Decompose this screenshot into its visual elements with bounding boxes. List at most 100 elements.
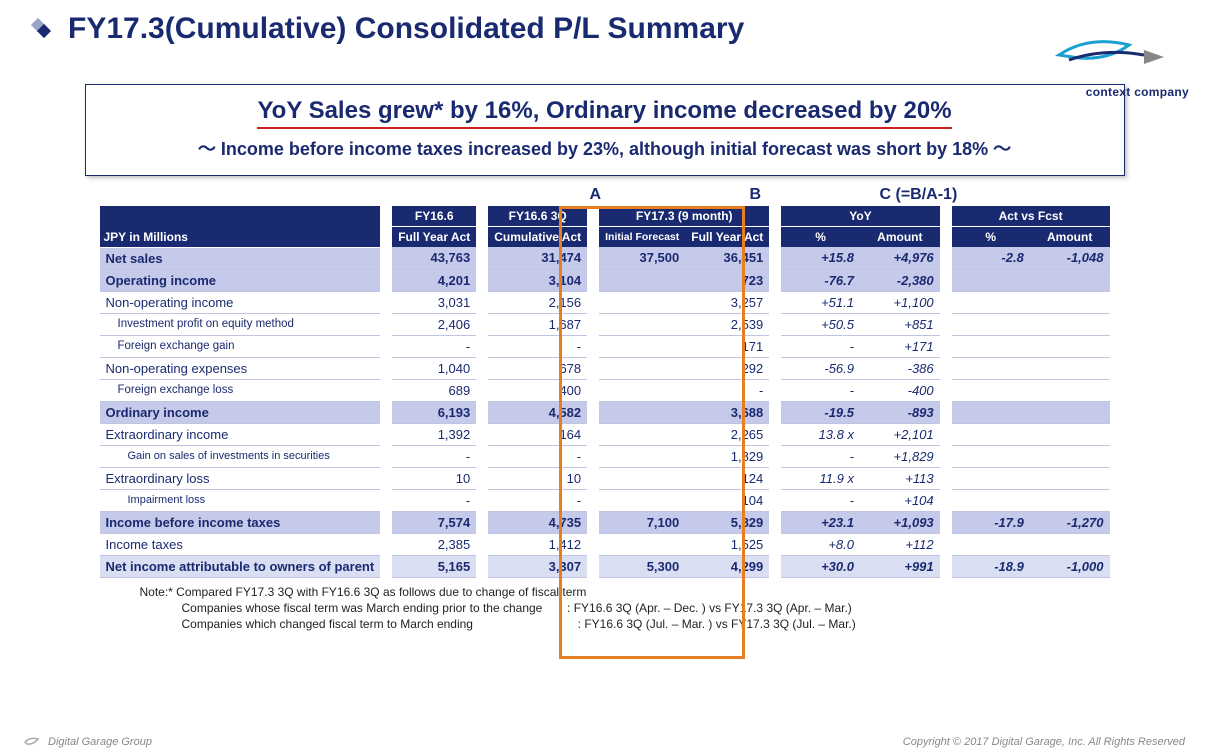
colgroup-fy173: FY17.3 (9 month) — [599, 206, 769, 227]
cell: 4,201 — [392, 269, 476, 291]
row-label: Investment profit on equity method — [100, 313, 381, 335]
cell — [952, 269, 1030, 291]
subhead-avf-amount: Amount — [1030, 227, 1110, 248]
table-row: Income taxes2,3851,4121,525+8.0+112 — [100, 533, 1110, 555]
cell: 6,193 — [392, 401, 476, 423]
cell: +1,829 — [860, 445, 940, 467]
note-line-2a: Companies whose fiscal term was March en… — [182, 601, 543, 615]
cell — [1030, 269, 1110, 291]
cell — [599, 489, 685, 511]
table-row: Foreign exchange gain--171-+171 — [100, 335, 1110, 357]
cell: 1,392 — [392, 423, 476, 445]
cell: -56.9 — [781, 357, 860, 379]
subhead-initial-forecast: Initial Forecast — [599, 227, 685, 248]
cell — [599, 269, 685, 291]
cell — [599, 335, 685, 357]
cell: -386 — [860, 357, 940, 379]
cell: +113 — [860, 467, 940, 489]
cell: 11.9 x — [781, 467, 860, 489]
headline-sub: ～ Income before income taxes increased b… — [106, 135, 1104, 161]
super-label-b: B — [750, 186, 762, 204]
cell: 1,412 — [488, 533, 587, 555]
footnote-block: Note:* Compared FY17.3 3Q with FY16.6 3Q… — [100, 584, 1110, 633]
note-line-1: Note:* Compared FY17.3 3Q with FY16.6 3Q… — [140, 584, 1110, 600]
cell: 1,525 — [685, 533, 769, 555]
cell: 10 — [488, 467, 587, 489]
cell: -1,270 — [1030, 511, 1110, 533]
row-label: Gain on sales of investments in securiti… — [100, 445, 381, 467]
table-row: Income before income taxes7,5744,7357,10… — [100, 511, 1110, 533]
cell: - — [781, 379, 860, 401]
colgroup-fy166: FY16.6 — [392, 206, 476, 227]
cell: +50.5 — [781, 313, 860, 335]
cell: 36,451 — [685, 247, 769, 269]
row-label: Ordinary income — [100, 401, 381, 423]
cell: 7,100 — [599, 511, 685, 533]
table-row: Foreign exchange loss689400---400 — [100, 379, 1110, 401]
cell: 2,385 — [392, 533, 476, 555]
cell: 4,299 — [685, 555, 769, 577]
subhead-full-year-act-2: Full Year Act — [685, 227, 769, 248]
cell: +1,100 — [860, 291, 940, 313]
cell: -2,380 — [860, 269, 940, 291]
table-row: Operating income4,2013,104723-76.7-2,380 — [100, 269, 1110, 291]
cell — [599, 379, 685, 401]
dg-logo-icon — [24, 736, 42, 748]
cell — [952, 489, 1030, 511]
table-row: Net sales43,76331,47437,50036,451+15.8+4… — [100, 247, 1110, 269]
cell: 3,257 — [685, 291, 769, 313]
row-label: Extraordinary loss — [100, 467, 381, 489]
headline-box: YoY Sales grew* by 16%, Ordinary income … — [85, 84, 1125, 176]
footer-left: Digital Garage Group — [24, 736, 152, 748]
cell — [952, 357, 1030, 379]
cell: 5,165 — [392, 555, 476, 577]
cell: 4,735 — [488, 511, 587, 533]
cell: +851 — [860, 313, 940, 335]
cell: 1,829 — [685, 445, 769, 467]
cell — [1030, 357, 1110, 379]
cell — [1030, 467, 1110, 489]
cell: +112 — [860, 533, 940, 555]
cell: +104 — [860, 489, 940, 511]
cell: +2,101 — [860, 423, 940, 445]
cell — [599, 313, 685, 335]
cell: 31,474 — [488, 247, 587, 269]
cell: -19.5 — [781, 401, 860, 423]
cell — [599, 533, 685, 555]
cell: 3,104 — [488, 269, 587, 291]
cell: +30.0 — [781, 555, 860, 577]
cell: - — [685, 379, 769, 401]
super-label-a: A — [590, 186, 602, 204]
cell: 689 — [392, 379, 476, 401]
colgroup-act-vs-fcst: Act vs Fcst — [952, 206, 1110, 227]
cell: - — [781, 445, 860, 467]
cell — [599, 423, 685, 445]
cell: - — [781, 335, 860, 357]
cell: - — [781, 489, 860, 511]
table-row: Extraordinary income1,3921642,26513.8 x+… — [100, 423, 1110, 445]
cell — [952, 423, 1030, 445]
cell — [1030, 423, 1110, 445]
cell: -76.7 — [781, 269, 860, 291]
cell — [599, 291, 685, 313]
cell: 4,582 — [488, 401, 587, 423]
cell — [1030, 313, 1110, 335]
cell — [599, 445, 685, 467]
cell: +23.1 — [781, 511, 860, 533]
cell: - — [488, 445, 587, 467]
cell: -893 — [860, 401, 940, 423]
cell: - — [392, 489, 476, 511]
diamond-bullet-icon — [30, 17, 54, 41]
cell: -17.9 — [952, 511, 1030, 533]
subhead-full-year-act-1: Full Year Act — [392, 227, 476, 248]
cell: 5,829 — [685, 511, 769, 533]
cell: 678 — [488, 357, 587, 379]
cell: 400 — [488, 379, 587, 401]
row-label: Foreign exchange loss — [100, 379, 381, 401]
cell — [952, 533, 1030, 555]
cell — [1030, 445, 1110, 467]
cell — [1030, 291, 1110, 313]
cell — [1030, 533, 1110, 555]
cell: 2,156 — [488, 291, 587, 313]
super-label-c: C (=B/A-1) — [880, 186, 958, 204]
